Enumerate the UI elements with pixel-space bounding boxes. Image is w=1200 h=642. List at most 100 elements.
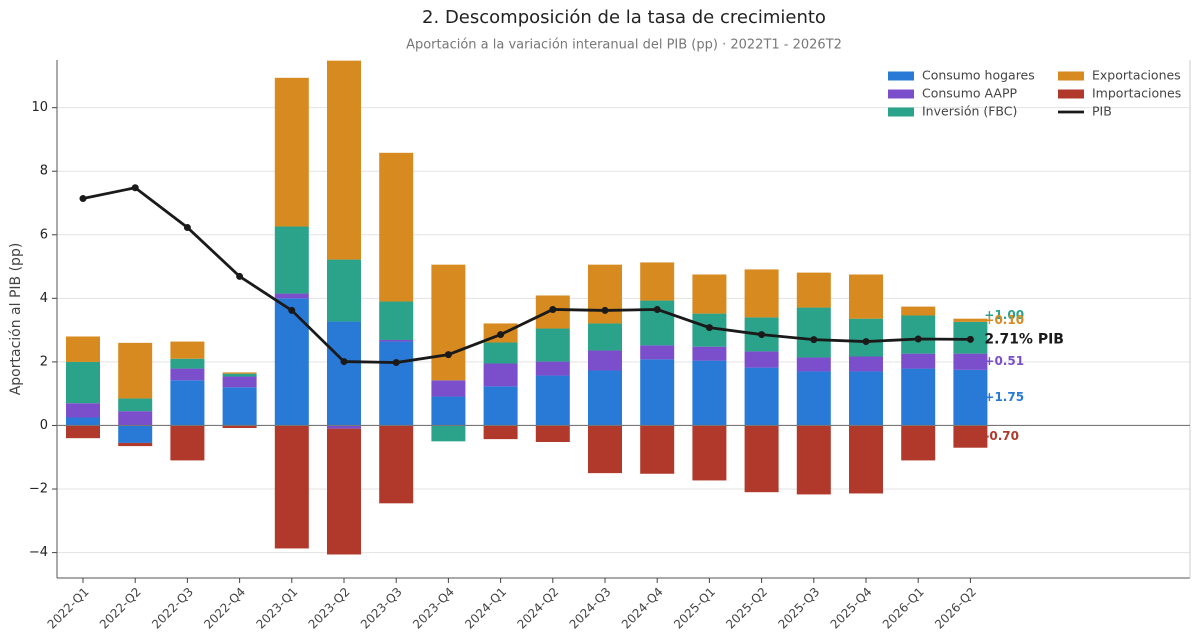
bar-segment: [640, 359, 675, 426]
x-tick-label: 2026-Q2: [932, 585, 979, 632]
bar-segment: [379, 339, 414, 342]
line: [82, 186, 971, 364]
line-point: [79, 195, 87, 203]
bar-segment: [901, 306, 936, 316]
bar-segment: [588, 370, 622, 426]
bar-segment: [170, 368, 205, 381]
y-axis-label: Aportación al PIB (pp): [8, 243, 24, 396]
bar-segment: [379, 301, 414, 340]
bar-segment: [431, 425, 466, 442]
bar-segment: [744, 269, 779, 318]
bar-segment: [327, 60, 361, 260]
line-point: [131, 184, 139, 192]
bar-segment: [66, 417, 100, 426]
legend-swatch: [888, 89, 914, 99]
y-tick-label: 10: [31, 100, 48, 115]
bar-segment: [796, 371, 831, 426]
bar-segment: [274, 425, 309, 549]
x-tick-label: 2024-Q3: [567, 585, 614, 632]
line-point: [653, 305, 661, 313]
bar-segment: [431, 264, 466, 381]
bar-segment: [692, 425, 727, 481]
bar-segment: [274, 293, 309, 299]
bar-segment: [692, 274, 727, 314]
bar-segment: [327, 428, 361, 555]
bar-segment: [953, 425, 988, 448]
bar-segment: [222, 373, 257, 377]
bar-segment: [118, 398, 153, 412]
bar-segment: [66, 403, 100, 418]
bar-segment: [379, 152, 414, 302]
bar-segment: [588, 425, 622, 474]
bar-segment: [901, 315, 936, 354]
legend-label: Importaciones: [1092, 86, 1181, 101]
bar-segment: [66, 425, 100, 439]
line-point: [966, 335, 974, 343]
bar-segment: [953, 318, 988, 322]
bar-segment: [796, 425, 831, 495]
bar-segment: [118, 342, 153, 399]
x-tick-label: 2024-Q4: [619, 585, 666, 632]
end-label: +1.75: [984, 390, 1024, 404]
bar-segment: [692, 360, 727, 426]
bar-segment: [66, 361, 100, 404]
x-tick-label: 2022-Q3: [149, 585, 196, 632]
bar-segment: [640, 345, 675, 360]
bar-segment: [274, 226, 309, 294]
chart-title: 2. Descomposición de la tasa de crecimie…: [422, 7, 826, 28]
legend-label: PIB: [1092, 104, 1112, 119]
bar-segment: [953, 353, 988, 370]
x-tick-label: 2023-Q1: [253, 585, 300, 632]
line-point: [392, 359, 400, 367]
legend-swatch: [1058, 71, 1084, 81]
x-tick-label: 2023-Q4: [410, 585, 457, 632]
line-point: [183, 223, 191, 231]
bar-segment: [170, 341, 205, 359]
bar-segment: [796, 357, 831, 372]
bar-segment: [588, 323, 622, 351]
bar-segment: [274, 298, 309, 426]
y-tick-label: 8: [40, 164, 48, 179]
legend-label: Exportaciones: [1092, 68, 1181, 83]
line-point: [705, 324, 713, 332]
bar-segment: [588, 350, 622, 371]
end-label: 2.71% PIB: [984, 331, 1064, 347]
bar-segment: [327, 259, 361, 322]
x-tick-label: 2025-Q2: [723, 585, 770, 632]
end-label: +1.00: [984, 308, 1024, 322]
legend-label: Inversión (FBC): [922, 104, 1017, 119]
bar-segment: [744, 425, 779, 493]
line-point: [497, 331, 505, 339]
end-label: -0.70: [984, 429, 1019, 443]
bar-segment: [953, 369, 988, 426]
y-tick-label: 2: [40, 354, 48, 369]
bar-segment: [222, 372, 257, 374]
x-tick-label: 2025-Q1: [671, 585, 718, 632]
line-point: [444, 351, 452, 359]
line-point: [549, 305, 557, 313]
y-tick-label: 0: [40, 418, 48, 433]
bar-segment: [222, 387, 257, 426]
line-point: [236, 272, 244, 280]
bar-segment: [849, 356, 883, 372]
bar-segment: [170, 380, 205, 426]
bar-segment: [118, 411, 153, 426]
bar-segment: [274, 77, 309, 227]
bar-segment: [849, 274, 883, 319]
bar-segment: [796, 307, 831, 358]
y-tick-label: 6: [40, 227, 48, 242]
legend-swatch: [888, 71, 914, 81]
bar-segment: [66, 336, 100, 362]
y-tick-label: −2: [29, 482, 48, 497]
legend-swatch: [888, 107, 914, 117]
bar-segment: [118, 442, 153, 447]
x-tick-label: 2023-Q3: [358, 585, 405, 632]
bar-segment: [483, 425, 518, 440]
chart-subtitle: Aportación a la variación interanual del…: [406, 38, 842, 53]
bar-segment: [483, 363, 518, 387]
x-tick-label: 2026-Q1: [880, 585, 927, 632]
y-tick-label: 4: [40, 291, 48, 306]
bar-segment: [849, 425, 883, 494]
bar-segment: [535, 328, 570, 362]
